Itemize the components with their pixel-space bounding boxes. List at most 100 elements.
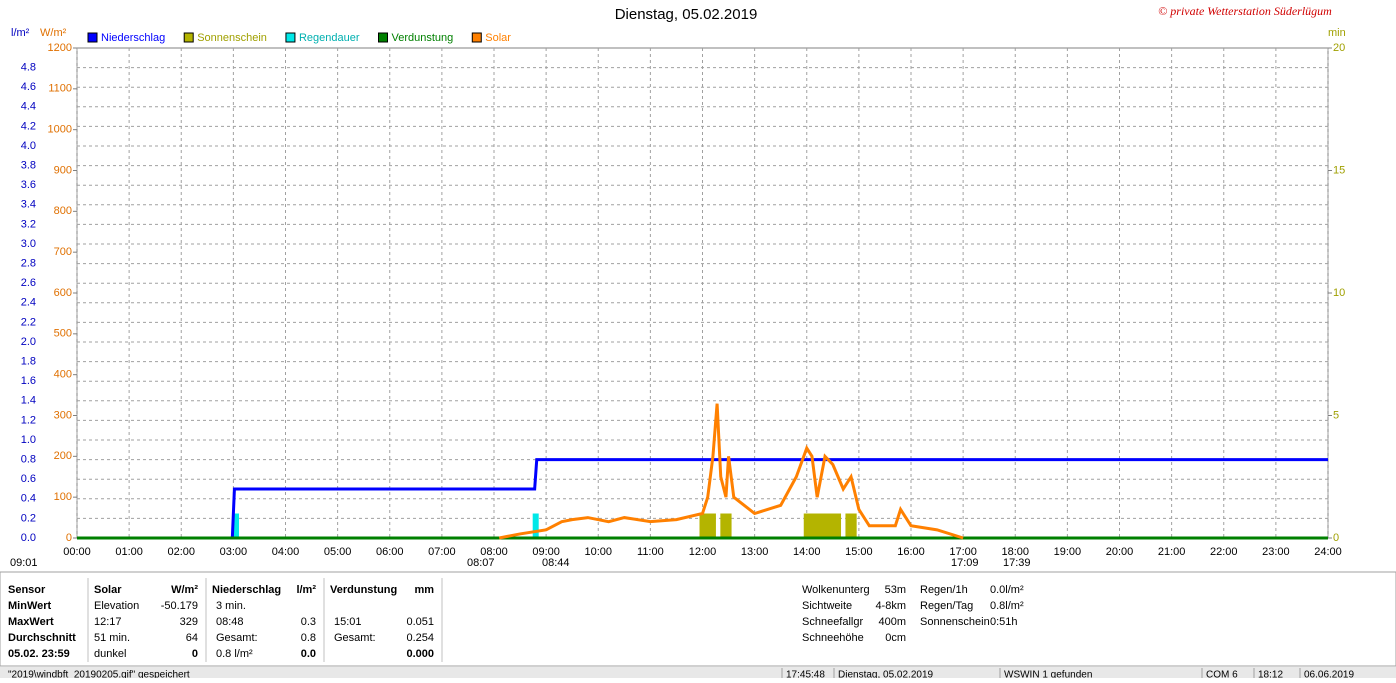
info-value: 400m	[878, 616, 906, 628]
status-text: COM 6	[1206, 670, 1238, 678]
y2-unit: min	[1328, 27, 1346, 39]
bar	[725, 513, 732, 538]
x-tick-label: 18:00	[1001, 546, 1029, 558]
stats-cell: 08:48	[216, 616, 244, 628]
stats-cell: 0.000	[406, 648, 434, 660]
stats-cell: 0.8	[301, 632, 316, 644]
ysolar-tick-label: 500	[54, 328, 72, 340]
y-tick-label: 2.4	[21, 297, 36, 309]
status-text: Dienstag, 05.02.2019	[838, 670, 934, 678]
y-tick-label: 3.8	[21, 160, 36, 172]
group-unit: W/m²	[171, 584, 198, 596]
x-tick-label: 13:00	[741, 546, 769, 558]
legend-label: Solar	[485, 32, 511, 44]
info-label: Sonnenschein	[920, 616, 990, 628]
ysolar-tick-label: 800	[54, 205, 72, 217]
info-value: 0cm	[885, 632, 906, 644]
info-label: Wolkenunterg	[802, 584, 870, 596]
x-tick-label: 11:00	[637, 546, 664, 558]
ysolar-tick-label: 200	[54, 450, 72, 462]
ysolar-tick-label: 400	[54, 369, 72, 381]
bar	[824, 513, 831, 538]
stats-panel	[0, 571, 1396, 667]
info-value: 0.0l/m²	[990, 584, 1024, 596]
x-tick-label: 16:00	[897, 546, 925, 558]
ysolar-tick-label: 900	[54, 164, 72, 176]
stats-label: 05.02. 23:59	[8, 648, 70, 660]
stats-cell: 329	[180, 616, 198, 628]
x-tick-label: 00:00	[63, 546, 91, 558]
bar	[720, 513, 727, 538]
sun-time: 08:07	[467, 557, 495, 569]
sun-time: 17:39	[1003, 557, 1031, 569]
x-tick-label: 08:00	[480, 546, 508, 558]
y-tick-label: 2.2	[21, 316, 36, 328]
stats-cell: 64	[186, 632, 198, 644]
stats-cell: -50.179	[161, 600, 198, 612]
y-tick-label: 3.0	[21, 238, 36, 250]
y-tick-label: 0.4	[21, 493, 36, 505]
bar	[850, 513, 857, 538]
info-value: 4-8km	[875, 600, 906, 612]
legend-swatch	[378, 32, 388, 43]
stats-cell: 0	[192, 648, 198, 660]
ysolar-tick-label: 1200	[48, 42, 72, 54]
stats-cell: Elevation	[94, 600, 139, 612]
x-tick-label: 17:00	[949, 546, 977, 558]
x-tick-label: 05:00	[324, 546, 352, 558]
stats-cell: 0.254	[406, 632, 434, 644]
y-tick-label: 4.6	[21, 81, 36, 93]
x-tick-label: 07:00	[428, 546, 456, 558]
bar	[699, 513, 706, 538]
info-label: Regen/Tag	[920, 600, 973, 612]
info-value: 53m	[885, 584, 906, 596]
chart-title: Dienstag, 05.02.2019	[615, 6, 758, 23]
bar	[829, 513, 836, 538]
y-tick-label: 0.2	[21, 512, 36, 524]
bar	[532, 513, 539, 538]
x-tick-label: 21:00	[1158, 546, 1186, 558]
group-header: Verdunstung	[330, 584, 397, 596]
info-label: Schneehöhe	[802, 632, 864, 644]
x-tick-label: 20:00	[1106, 546, 1134, 558]
legend-swatch	[471, 32, 482, 43]
x-tick-label: 23:00	[1262, 546, 1290, 558]
legend-label: Sonnenschein	[197, 32, 267, 44]
y2-tick-label: 0	[1333, 532, 1339, 544]
x-tick-label: 15:00	[845, 546, 873, 558]
y-unit: l/m²	[11, 27, 30, 39]
sun-time: 17:09	[951, 557, 979, 569]
ysolar-unit: W/m²	[40, 27, 67, 39]
y-tick-label: 1.0	[21, 434, 36, 446]
info-value: 0.8l/m²	[990, 600, 1024, 612]
stats-cell: 0.051	[406, 616, 434, 628]
y-tick-label: 0.0	[21, 532, 36, 544]
ysolar-tick-label: 600	[54, 287, 72, 299]
stats-cell: Gesamt:	[334, 632, 376, 644]
group-unit: l/m²	[296, 584, 316, 596]
stats-cell: Gesamt:	[216, 632, 258, 644]
legend-label: Regendauer	[299, 32, 360, 44]
status-text: 06.06.2019	[1304, 670, 1354, 678]
stats-label: Durchschnitt	[8, 632, 76, 644]
legend-swatch	[285, 32, 296, 43]
y-tick-label: 3.2	[21, 218, 36, 230]
stats-cell: 15:01	[334, 616, 362, 628]
y-tick-label: 1.6	[21, 375, 36, 387]
bar	[232, 513, 239, 538]
bar	[814, 513, 821, 538]
y-tick-label: 1.2	[21, 414, 36, 426]
bar	[808, 513, 815, 538]
group-header: Niederschlag	[212, 584, 281, 596]
y2-tick-label: 5	[1333, 409, 1339, 421]
ysolar-tick-label: 300	[54, 409, 72, 421]
credit: © private Wetterstation Süderlügum	[1158, 4, 1332, 18]
y-tick-label: 4.4	[21, 101, 36, 113]
y-tick-label: 2.8	[21, 258, 36, 270]
series-line	[498, 403, 964, 540]
stats-cell: 3 min.	[216, 600, 246, 612]
y-tick-label: 3.6	[21, 179, 36, 191]
x-tick-label: 12:00	[689, 546, 717, 558]
bar	[835, 513, 842, 538]
